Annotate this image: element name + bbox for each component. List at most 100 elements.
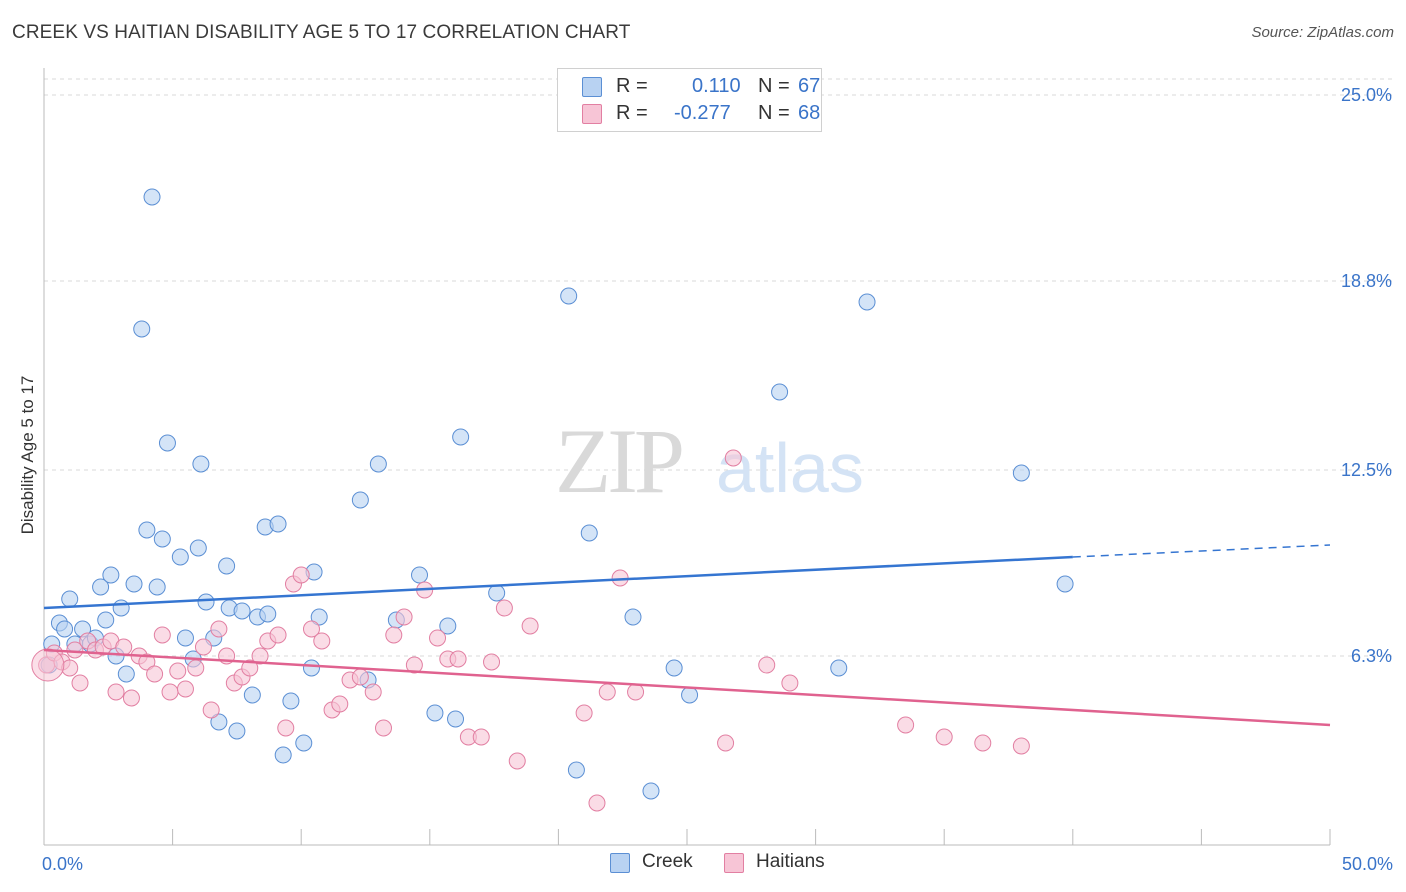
haitians-point — [313, 632, 331, 650]
haitians-point — [897, 716, 915, 734]
n-label: N = — [758, 102, 790, 124]
haitians-point — [351, 668, 369, 686]
creek-point — [411, 566, 429, 584]
haitians-point — [375, 719, 393, 737]
creek-point — [153, 530, 171, 548]
creek-point — [282, 692, 300, 710]
creek-point — [189, 539, 207, 557]
haitians-point — [241, 659, 259, 677]
haitians-point — [202, 701, 220, 719]
creek-point — [228, 722, 246, 740]
haitians-point — [364, 683, 382, 701]
haitians-point — [194, 638, 212, 656]
creek-trend-extension — [1072, 544, 1331, 558]
haitians-point — [122, 689, 140, 707]
haitians-point — [71, 674, 89, 692]
creek-point — [567, 761, 585, 779]
creek-point — [1012, 464, 1030, 482]
haitians-swatch — [582, 104, 602, 124]
haitians-point — [66, 641, 84, 659]
y-tick-label: 12.5% — [1341, 460, 1392, 480]
haitians-point — [115, 638, 133, 656]
chart-title: CREEK VS HAITIAN DISABILITY AGE 5 TO 17 … — [12, 22, 631, 43]
haitians-point — [395, 608, 413, 626]
creek-point — [830, 659, 848, 677]
creek-point — [302, 659, 320, 677]
haitians-point — [187, 659, 205, 677]
r-label: R = — [616, 75, 648, 97]
creek-point — [138, 521, 156, 539]
creek-point — [1056, 575, 1074, 593]
creek-point — [102, 566, 120, 584]
creek-point — [488, 584, 506, 602]
haitians-point — [161, 683, 179, 701]
creek-point — [426, 704, 444, 722]
legend-label-creek: Creek — [642, 851, 693, 872]
creek-point — [274, 746, 292, 764]
haitians-trend-line — [43, 648, 1331, 727]
haitians-point — [269, 626, 287, 644]
haitians-point — [385, 626, 403, 644]
watermark-atlas: atlas — [716, 429, 864, 507]
creek-point — [369, 455, 387, 473]
x-tick-label: 50.0% — [1342, 854, 1393, 874]
creek-point — [197, 593, 215, 611]
creek-point — [92, 578, 110, 596]
chart-source: Source: ZipAtlas.com — [1251, 24, 1394, 41]
creek-point — [148, 578, 166, 596]
correlation-legend: R = 0.110 N = 67 R = -0.277 N = 68 — [557, 68, 822, 132]
creek-point — [176, 629, 194, 647]
haitians-point — [575, 704, 593, 722]
creek-point — [218, 557, 236, 575]
creek-point — [233, 602, 251, 620]
creek-point — [117, 665, 135, 683]
haitians-point — [758, 656, 776, 674]
haitians-point — [331, 695, 349, 713]
grid-lines — [44, 78, 1392, 657]
creek-swatch — [582, 77, 602, 97]
creek-point — [560, 287, 578, 305]
y-tick-label: 18.8% — [1341, 271, 1392, 291]
haitians-point — [429, 629, 447, 647]
haitians-point — [724, 449, 742, 467]
n-value: 68 — [798, 102, 821, 124]
creek-point — [112, 599, 130, 617]
haitians-point — [598, 683, 616, 701]
creek-point — [624, 608, 642, 626]
trend-lines — [43, 544, 1331, 727]
creek-point — [665, 659, 683, 677]
creek-point — [295, 734, 313, 752]
creek-point — [642, 782, 660, 800]
haitians-point — [169, 662, 187, 680]
haitians-point — [292, 566, 310, 584]
haitians-point — [521, 617, 539, 635]
creek-point — [171, 548, 189, 566]
haitians-point — [138, 653, 156, 671]
haitians-point — [974, 734, 992, 752]
tick-labels: 6.3% 12.5% 18.8% 25.0% 0.0% 50.0% — [42, 85, 1393, 874]
haitians-point — [31, 648, 65, 682]
haitians-point — [277, 719, 295, 737]
r-label: R = — [616, 102, 648, 124]
creek-point — [259, 605, 277, 623]
x-tick-label: 0.0% — [42, 854, 83, 874]
haitians-point — [146, 665, 164, 683]
creek-point — [243, 686, 261, 704]
haitians-point — [717, 734, 735, 752]
creek-point — [143, 188, 161, 206]
creek-point — [771, 383, 789, 401]
haitians-point — [176, 680, 194, 698]
creek-point — [133, 320, 151, 338]
creek-point — [447, 710, 465, 728]
haitians-point — [405, 656, 423, 674]
creek-point — [125, 575, 143, 593]
haitians-point — [449, 650, 467, 668]
haitians-point — [508, 752, 526, 770]
haitians-point — [483, 653, 501, 671]
creek-point — [439, 617, 457, 635]
haitians-point — [153, 626, 171, 644]
y-tick-label: 25.0% — [1341, 85, 1392, 105]
creek-point — [681, 686, 699, 704]
haitians-point — [251, 647, 269, 665]
